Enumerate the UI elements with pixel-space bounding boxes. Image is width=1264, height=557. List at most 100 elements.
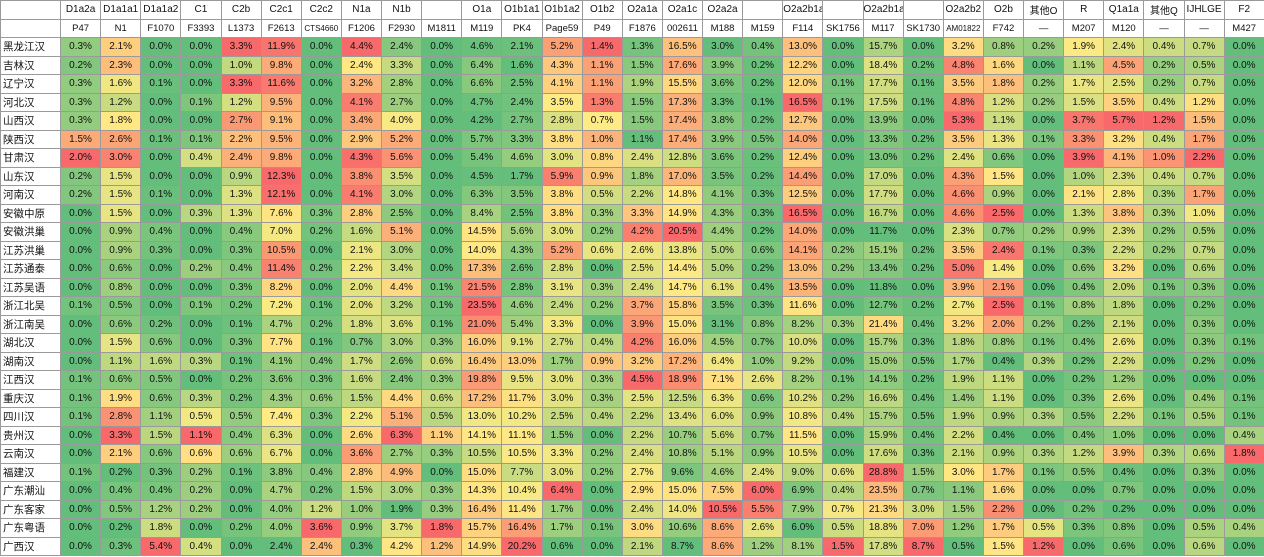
frequency-cell: 0.2% bbox=[180, 499, 222, 519]
frequency-cell: 1.2% bbox=[421, 536, 463, 556]
frequency-cell: 5.3% bbox=[942, 111, 984, 131]
frequency-cell: 4.4% bbox=[380, 277, 423, 297]
frequency-cell: 0.0% bbox=[140, 148, 182, 168]
frequency-cell: 2.2% bbox=[220, 129, 262, 149]
frequency-cell: 1.5% bbox=[100, 166, 142, 186]
marker-header: F2930 bbox=[380, 18, 423, 38]
frequency-cell: 18.8% bbox=[862, 518, 904, 538]
frequency-cell: 0.0% bbox=[1223, 499, 1264, 519]
frequency-cell: 0.7% bbox=[902, 481, 944, 501]
frequency-cell: 0.6% bbox=[742, 240, 784, 260]
table-row: 辽宁汉 0.3% 1.6% 0.1% 0.0% 3.3% 11.6% 0.0% 3.2% 2.8%… bbox=[0, 74, 1264, 94]
frequency-cell: 0.1% bbox=[59, 462, 102, 482]
frequency-cell: 4.1% bbox=[701, 185, 744, 205]
frequency-cell: 0.2% bbox=[581, 462, 623, 482]
frequency-cell: 1.8% bbox=[621, 166, 663, 186]
frequency-cell: 0.5% bbox=[581, 185, 623, 205]
haplogroup-header: D1a2a bbox=[59, 0, 102, 20]
frequency-cell: 0.3% bbox=[421, 444, 463, 464]
frequency-cell: 0.0% bbox=[220, 499, 262, 519]
frequency-cell: 0.2% bbox=[1143, 222, 1185, 242]
frequency-cell: 2.1% bbox=[621, 536, 663, 556]
frequency-cell: 2.5% bbox=[501, 203, 543, 223]
frequency-cell: 20.5% bbox=[661, 222, 704, 242]
frequency-cell: 1.1% bbox=[621, 129, 663, 149]
frequency-cell: 0.0% bbox=[300, 148, 342, 168]
frequency-cell: 0.0% bbox=[581, 481, 623, 501]
frequency-cell: 0.0% bbox=[180, 74, 222, 94]
frequency-cell: 1.3% bbox=[982, 129, 1025, 149]
frequency-cell: 17.0% bbox=[661, 166, 704, 186]
frequency-cell: 3.0% bbox=[380, 240, 423, 260]
frequency-cell: 2.4% bbox=[1103, 37, 1145, 57]
frequency-cell: 16.5% bbox=[782, 92, 824, 112]
frequency-cell: 1.7% bbox=[942, 351, 984, 371]
frequency-cell: 3.8% bbox=[541, 185, 583, 205]
frequency-cell: 3.6% bbox=[340, 444, 383, 464]
frequency-cell: 0.6% bbox=[742, 388, 784, 408]
frequency-cell: 0.4% bbox=[822, 407, 864, 427]
frequency-cell: 1.8% bbox=[1223, 444, 1264, 464]
frequency-cell: 0.2% bbox=[100, 518, 142, 538]
frequency-cell: 3.8% bbox=[1103, 203, 1145, 223]
frequency-cell: 0.6% bbox=[100, 314, 142, 334]
frequency-cell: 1.7% bbox=[982, 518, 1025, 538]
frequency-cell: 0.2% bbox=[1022, 314, 1065, 334]
frequency-cell: 3.7% bbox=[621, 296, 663, 316]
frequency-cell: 0.0% bbox=[180, 185, 222, 205]
frequency-cell: 0.3% bbox=[822, 314, 864, 334]
frequency-cell: 3.2% bbox=[1103, 129, 1145, 149]
frequency-cell: 0.2% bbox=[902, 240, 944, 260]
frequency-cell: 4.3% bbox=[942, 166, 984, 186]
frequency-cell: 0.0% bbox=[421, 203, 463, 223]
frequency-cell: 3.9% bbox=[1063, 148, 1105, 168]
frequency-cell: 1.5% bbox=[1183, 111, 1225, 131]
frequency-cell: 14.0% bbox=[461, 240, 503, 260]
frequency-cell: 1.8% bbox=[340, 314, 383, 334]
frequency-cell: 0.4% bbox=[1063, 425, 1105, 445]
region-label: 河北汉 bbox=[0, 92, 61, 112]
haplogroup-header bbox=[742, 0, 784, 20]
frequency-cell: 0.1% bbox=[59, 370, 102, 390]
frequency-cell: 0.4% bbox=[220, 222, 262, 242]
frequency-cell: 5.2% bbox=[380, 129, 423, 149]
frequency-cell: 0.0% bbox=[59, 277, 102, 297]
frequency-cell: 0.0% bbox=[1022, 481, 1065, 501]
frequency-cell: 0.3% bbox=[421, 481, 463, 501]
frequency-cell: 2.7% bbox=[541, 333, 583, 353]
frequency-cell: 1.6% bbox=[982, 55, 1025, 75]
frequency-cell: 15.1% bbox=[862, 240, 904, 260]
frequency-cell: 2.5% bbox=[1103, 74, 1145, 94]
frequency-cell: 9.1% bbox=[501, 333, 543, 353]
frequency-cell: 0.4% bbox=[100, 481, 142, 501]
frequency-cell: 0.8% bbox=[982, 333, 1025, 353]
frequency-cell: 0.0% bbox=[1063, 481, 1105, 501]
frequency-cell: 16.0% bbox=[461, 333, 503, 353]
frequency-cell: 1.2% bbox=[1022, 536, 1065, 556]
frequency-cell: 0.0% bbox=[1143, 259, 1185, 279]
frequency-cell: 0.3% bbox=[180, 203, 222, 223]
frequency-cell: 0.5% bbox=[421, 407, 463, 427]
frequency-cell: 0.1% bbox=[59, 407, 102, 427]
frequency-cell: 0.4% bbox=[1223, 518, 1264, 538]
frequency-cell: 21.0% bbox=[461, 314, 503, 334]
frequency-cell: 3.8% bbox=[541, 129, 583, 149]
frequency-cell: 2.5% bbox=[982, 296, 1025, 316]
frequency-cell: 19.8% bbox=[461, 370, 503, 390]
table-row: 江苏吴语 0.0% 0.8% 0.0% 0.0% 0.3% 8.2% 0.0% 2.0% 4.4%… bbox=[0, 277, 1264, 297]
frequency-cell: 3.0% bbox=[541, 222, 583, 242]
frequency-cell: 1.0% bbox=[1183, 203, 1225, 223]
frequency-cell: 0.8% bbox=[982, 37, 1025, 57]
frequency-cell: 15.0% bbox=[661, 481, 704, 501]
frequency-cell: 1.3% bbox=[220, 185, 262, 205]
frequency-cell: 8.6% bbox=[701, 518, 744, 538]
frequency-cell: 0.3% bbox=[581, 388, 623, 408]
frequency-cell: 14.1% bbox=[782, 240, 824, 260]
frequency-cell: 1.6% bbox=[340, 222, 383, 242]
frequency-cell: 8.7% bbox=[661, 536, 704, 556]
frequency-cell: 1.1% bbox=[180, 425, 222, 445]
marker-header: 002611 bbox=[661, 18, 704, 38]
frequency-cell: 16.4% bbox=[461, 499, 503, 519]
frequency-cell: 14.4% bbox=[782, 166, 824, 186]
frequency-cell: 0.2% bbox=[902, 55, 944, 75]
